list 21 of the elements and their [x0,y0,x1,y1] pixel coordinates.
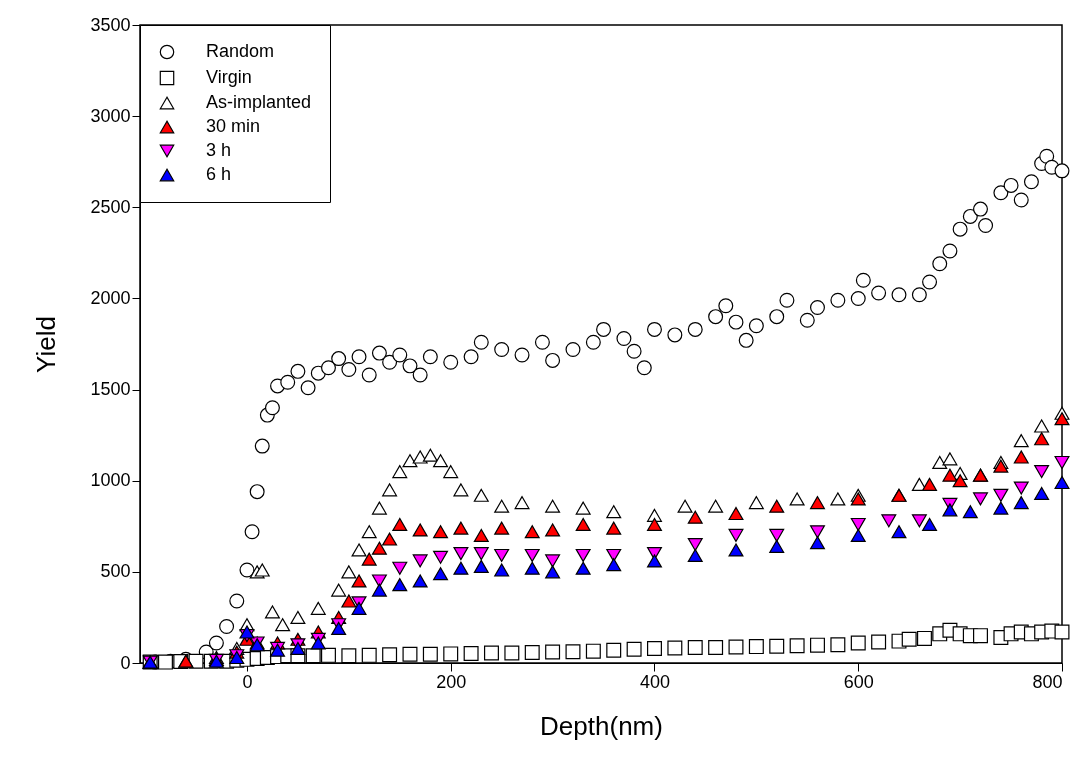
legend-label: 30 min [206,116,261,136]
legend-label: As-implanted [206,92,312,112]
legend-label: Random [206,41,275,61]
y-tick-label: 500 [100,561,131,582]
legend-label: 6 h [206,164,232,184]
y-tick-label: 0 [120,652,131,673]
y-tick-label: 3500 [90,14,131,35]
y-tick-label: 2500 [90,196,131,217]
x-tick-label: 800 [1032,671,1063,692]
x-tick-label: 600 [843,671,874,692]
x-axis-title: Depth(nm) [540,710,663,741]
y-tick-label: 3000 [90,105,131,126]
y-tick-label: 1500 [90,379,131,400]
y-axis-title: Yield [31,316,62,373]
y-tick-label: 1000 [90,470,131,491]
x-tick-label: 0 [242,671,253,692]
y-tick-label: 2000 [90,287,131,308]
legend-label: Virgin [206,67,252,87]
x-tick-label: 200 [436,671,467,692]
legend-label: 3 h [206,140,232,160]
x-tick-label: 400 [639,671,671,692]
